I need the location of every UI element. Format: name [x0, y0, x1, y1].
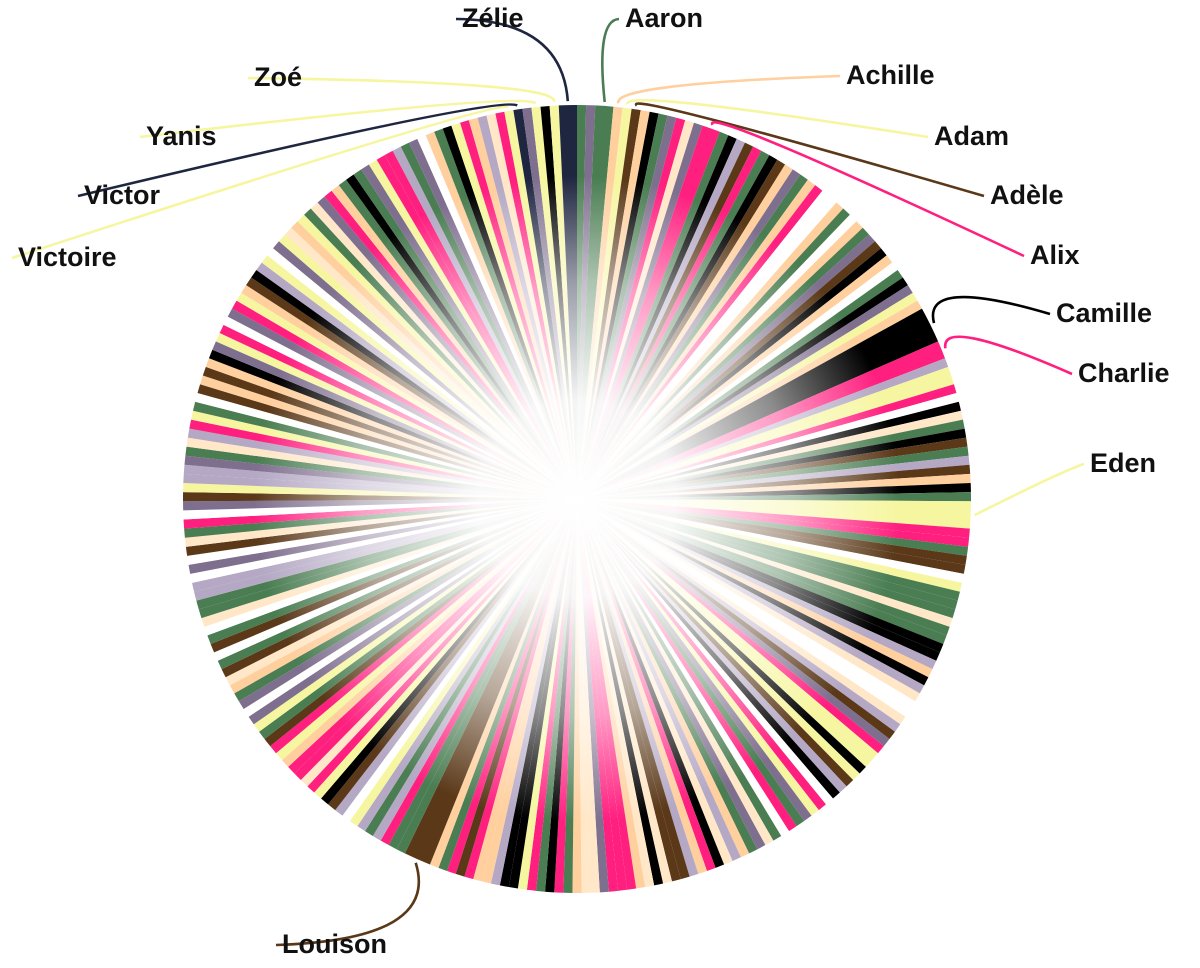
label-achille: Achille — [846, 60, 935, 90]
slice-labels: Aaron Achille Adam Adèle Alix Camille Charlie E… — [18, 3, 1170, 959]
label-louison: Louison — [282, 929, 387, 959]
leader-yanis — [139, 99, 537, 139]
leader-alix — [710, 121, 1025, 258]
leader-adèle — [634, 102, 985, 198]
label-zoé: Zoé — [254, 62, 302, 92]
label-zélie: Zélie — [462, 3, 524, 33]
label-victoire: Victoire — [18, 242, 117, 272]
label-eden: Eden — [1090, 448, 1156, 478]
label-charlie: Charlie — [1078, 358, 1170, 388]
leader-eden — [974, 462, 1085, 517]
label-victor: Victor — [84, 180, 161, 210]
leader-victor — [77, 103, 518, 198]
leader-adam — [626, 98, 929, 139]
leader-aaron — [601, 17, 620, 103]
label-adam: Adam — [934, 121, 1009, 151]
leader-victoire — [11, 105, 509, 260]
label-alix: Alix — [1030, 240, 1080, 270]
center-fade — [183, 105, 971, 893]
leader-lines — [11, 17, 1085, 947]
label-aaron: Aaron — [625, 3, 703, 33]
leader-camille — [931, 295, 1051, 324]
leader-charlie — [944, 335, 1073, 376]
leader-achille — [617, 74, 841, 104]
leader-zélie — [455, 17, 570, 102]
leader-zoé — [247, 76, 556, 103]
label-camille: Camille — [1056, 298, 1152, 328]
label-adèle: Adèle — [990, 180, 1064, 210]
label-yanis: Yanis — [146, 121, 217, 151]
leader-louison — [275, 862, 421, 947]
